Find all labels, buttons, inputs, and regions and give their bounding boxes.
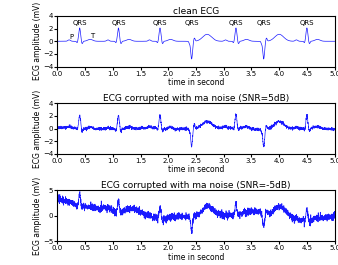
X-axis label: time in second: time in second — [168, 78, 224, 87]
Y-axis label: ECG amplitude (mV): ECG amplitude (mV) — [33, 177, 42, 255]
Y-axis label: ECG amplitude (mV): ECG amplitude (mV) — [33, 89, 42, 168]
Title: ECG corrupted with ma noise (SNR=5dB): ECG corrupted with ma noise (SNR=5dB) — [103, 94, 289, 103]
Title: clean ECG: clean ECG — [173, 7, 219, 16]
X-axis label: time in second: time in second — [168, 253, 224, 262]
Y-axis label: ECG amplitude (mV): ECG amplitude (mV) — [33, 2, 42, 80]
Text: T: T — [90, 33, 94, 39]
Text: QRS: QRS — [111, 20, 126, 27]
Title: ECG corrupted with ma noise (SNR=-5dB): ECG corrupted with ma noise (SNR=-5dB) — [101, 181, 291, 190]
Text: QRS: QRS — [229, 20, 243, 27]
Text: QRS: QRS — [184, 20, 199, 27]
Text: QRS: QRS — [257, 20, 271, 27]
X-axis label: time in second: time in second — [168, 165, 224, 174]
Text: P: P — [69, 34, 73, 39]
Text: QRS: QRS — [72, 20, 87, 27]
Text: QRS: QRS — [153, 20, 167, 27]
Text: QRS: QRS — [300, 20, 314, 27]
